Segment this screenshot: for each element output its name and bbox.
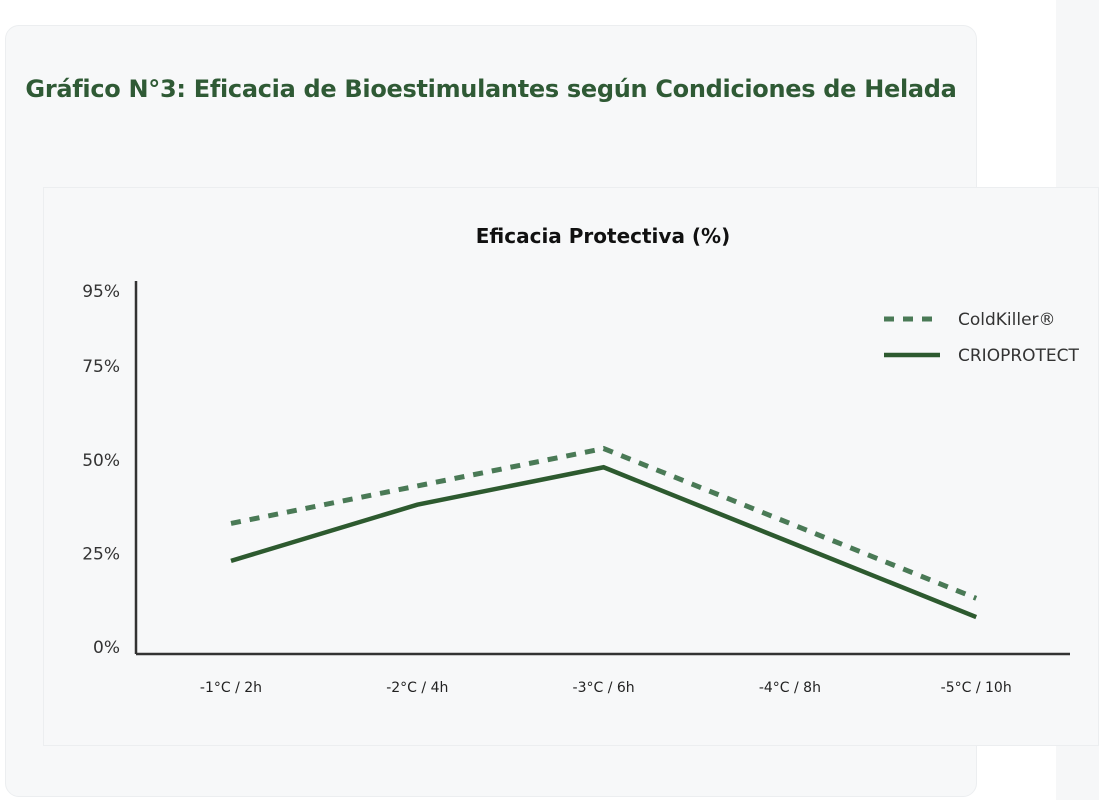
page-title: Gráfico N°3: Eficacia de Bioestimulantes…	[25, 75, 957, 103]
x-tick-label: -4°C / 8h	[759, 680, 821, 696]
x-tick-label: -5°C / 10h	[941, 680, 1012, 696]
y-tick-label: 75%	[82, 357, 120, 377]
x-tick-label: -1°C / 2h	[200, 680, 262, 696]
chart-title: Eficacia Protectiva (%)	[476, 224, 730, 248]
series-line-coldkiller	[230, 445, 978, 601]
y-tick-label: 95%	[82, 282, 120, 302]
y-tick-label: 50%	[82, 451, 120, 471]
legend-label[interactable]: CRIOPROTECT	[958, 346, 1080, 366]
x-tick-label: -2°C / 4h	[386, 680, 448, 696]
x-tick-label: -3°C / 6h	[573, 680, 635, 696]
y-tick-label: 0%	[93, 638, 120, 658]
y-tick-label: 25%	[82, 544, 120, 564]
legend-label[interactable]: ColdKiller®	[958, 310, 1056, 330]
series-line-crioprotect	[230, 464, 978, 620]
